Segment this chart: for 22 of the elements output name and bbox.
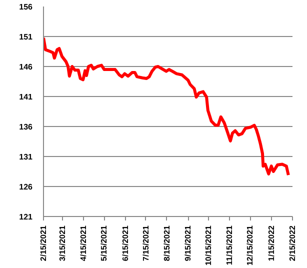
y-tick-label: 126	[19, 182, 34, 192]
line-series	[44, 36, 290, 177]
y-tick-label: 146	[19, 62, 34, 72]
x-tick-label: 4/15/2021	[79, 224, 88, 262]
x-tick-label: 6/15/2021	[120, 224, 130, 262]
x-tick-label: 9/15/2021	[184, 224, 193, 262]
x-tick-label: 12/15/2021	[246, 224, 255, 266]
x-tick-label: 7/15/2021	[141, 224, 150, 262]
x-tick-label: 11/15/2021	[225, 224, 234, 266]
y-tick-label: 131	[19, 152, 34, 162]
x-tick-label: 5/15/2021	[100, 224, 109, 262]
x-tick-label: 1/15/2022	[266, 224, 276, 262]
y-tick-label: 156	[19, 2, 34, 12]
x-tick-label: 10/15/2021	[204, 224, 214, 266]
y-tick-label: 151	[19, 32, 34, 42]
x-tick-label: 3/15/2021	[58, 224, 68, 262]
y-tick-label: 141	[19, 92, 34, 102]
x-tick-label: 8/15/2021	[162, 224, 172, 262]
x-tick-label: 2/15/2021	[39, 224, 48, 262]
y-tick-label: 136	[19, 122, 34, 132]
x-tick-label: 2/15/2022	[288, 224, 297, 262]
y-tick-label: 121	[19, 212, 34, 222]
